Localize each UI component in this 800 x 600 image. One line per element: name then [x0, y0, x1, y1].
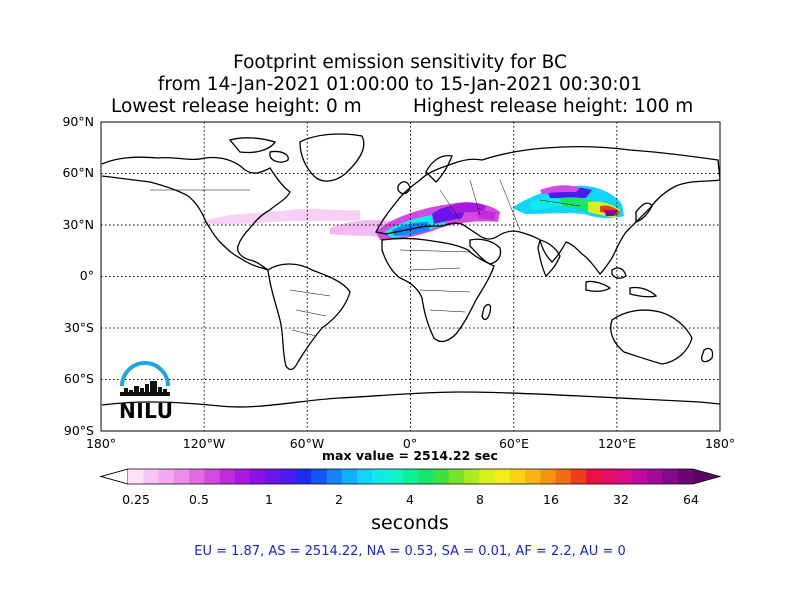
colorbar-swatch — [494, 469, 511, 484]
lon-label: 120°W — [182, 436, 226, 451]
colorbar-tick-label: 1 — [265, 492, 273, 507]
colorbar-swatch — [601, 469, 618, 484]
colorbar-swatch — [158, 469, 175, 484]
sensitivity-plume — [200, 185, 624, 240]
nilu-logo — [120, 361, 170, 396]
colorbar-swatch — [616, 469, 633, 484]
lon-label: 60°W — [289, 436, 325, 451]
colorbar-swatch — [540, 469, 557, 484]
colorbar-units: seconds — [371, 512, 449, 534]
colorbar-swatch — [189, 469, 205, 484]
gridlines — [101, 122, 720, 431]
colorbar-swatch — [570, 469, 587, 484]
lat-label: 60°N — [62, 165, 94, 180]
colorbar-swatch — [586, 469, 602, 484]
colorbar-tick-label: 4 — [406, 492, 414, 507]
colorbar-swatch — [341, 469, 358, 484]
logo-skyline — [120, 381, 170, 396]
colorbar-tick-label: 64 — [683, 492, 699, 507]
colorbar-swatch — [128, 469, 144, 484]
lat-label: 30°N — [62, 217, 94, 232]
title-lowest-release: Lowest release height: 0 m — [111, 96, 362, 117]
colorbar-swatch — [479, 469, 496, 484]
logo-arc — [120, 361, 170, 387]
logo-text: NILU — [119, 399, 174, 423]
colorbar-tick-label: 16 — [543, 492, 559, 507]
colorbar-swatch — [372, 469, 389, 484]
lon-label: 120°E — [597, 436, 636, 451]
title-highest-release: Highest release height: 100 m — [413, 96, 694, 117]
lat-label: 0° — [79, 268, 94, 283]
colorbar-swatch — [677, 469, 694, 484]
colorbar-swatch — [357, 469, 373, 484]
colorbar — [99, 468, 722, 485]
colorbar-swatch — [173, 469, 190, 484]
lat-label: 30°S — [63, 320, 94, 335]
colorbar-swatch — [143, 469, 160, 484]
colorbar-tick-label: 0.25 — [122, 492, 150, 507]
colorbar-min-extension — [99, 468, 129, 485]
colorbar-swatch — [265, 469, 282, 484]
colorbar-swatch — [326, 469, 343, 484]
colorbar-max-extension — [693, 469, 720, 484]
colorbar-swatch — [647, 469, 664, 484]
lat-label: 60°S — [63, 371, 94, 386]
colorbar-swatch — [402, 469, 419, 484]
lon-label: 180° — [85, 436, 117, 451]
colorbar-swatch — [387, 469, 404, 484]
lon-label: 180° — [704, 436, 736, 451]
coastlines — [101, 133, 720, 408]
lon-label: 60°E — [498, 436, 530, 451]
colorbar-swatch — [463, 469, 480, 484]
colorbar-swatch — [219, 469, 236, 484]
colorbar-tick-label: 8 — [476, 492, 484, 507]
lat-label: 90°N — [62, 114, 94, 129]
max-value-label: max value = 2514.22 sec — [322, 448, 498, 463]
colorbar-swatch — [525, 469, 541, 484]
colorbar-swatch — [204, 469, 221, 484]
colorbar-swatch — [555, 469, 572, 484]
colorbar-tick-label: 0.5 — [189, 492, 209, 507]
lat-label: 90°S — [63, 423, 94, 438]
colorbar-swatch — [509, 469, 526, 484]
colorbar-swatch — [295, 469, 312, 484]
colorbar-swatch — [234, 469, 251, 484]
title-line-1: Footprint emission sensitivity for BC — [233, 52, 567, 73]
colorbar-swatch — [418, 469, 435, 484]
colorbar-swatch — [280, 469, 297, 484]
colorbar-outline — [99, 468, 722, 485]
colorbar-swatch — [662, 469, 679, 484]
map-frame — [100, 121, 721, 432]
lon-label: 0° — [402, 436, 418, 451]
region-stats: EU = 1.87, AS = 2514.22, NA = 0.53, SA =… — [194, 544, 626, 559]
country-borders — [150, 179, 581, 337]
colorbar-tick-label: 32 — [613, 492, 629, 507]
colorbar-swatch — [250, 469, 267, 484]
colorbar-swatch — [448, 469, 465, 484]
colorbar-tick-label: 2 — [335, 492, 343, 507]
colorbar-swatch — [311, 469, 328, 484]
colorbar-swatch — [433, 469, 450, 484]
title-line-2: from 14-Jan-2021 01:00:00 to 15-Jan-2021… — [157, 74, 643, 95]
map-area — [101, 122, 720, 431]
colorbar-swatch — [631, 469, 648, 484]
